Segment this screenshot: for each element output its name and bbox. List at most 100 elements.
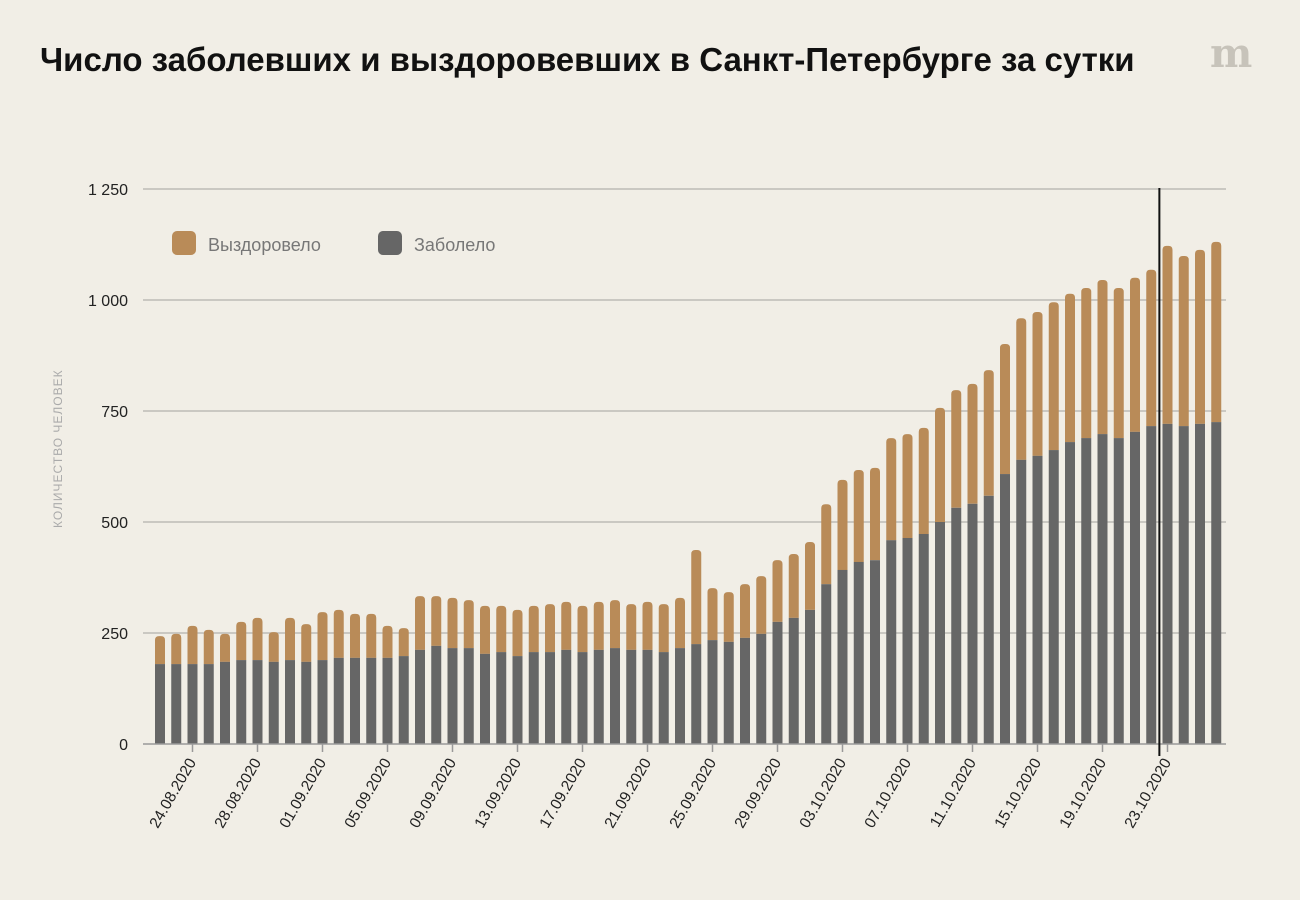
bar-infected [1195, 423, 1205, 744]
bar-infected [805, 609, 815, 744]
bar-infected [577, 652, 588, 744]
bar-infected [918, 533, 929, 744]
bar-recovered [1081, 288, 1092, 439]
bar-infected [203, 664, 214, 744]
bar-recovered [268, 632, 279, 662]
bar-recovered [301, 624, 312, 662]
x-tick-label: 21.09.2020 [601, 755, 655, 831]
bar-infected [886, 540, 897, 744]
bar-infected [935, 522, 945, 744]
bar-infected [723, 641, 734, 744]
bar-recovered [333, 609, 344, 658]
bar-infected [951, 507, 962, 744]
bar-recovered [1097, 280, 1108, 435]
bar-recovered [350, 613, 360, 658]
bar-infected [1065, 442, 1075, 744]
bar-recovered [788, 553, 799, 618]
bar-recovered [1065, 293, 1075, 443]
y-tick-label: 250 [101, 626, 128, 643]
bar-recovered [431, 596, 442, 646]
bar-infected [837, 569, 848, 744]
bar-recovered [1048, 302, 1059, 451]
bar-recovered [740, 584, 750, 638]
bar-infected [707, 640, 718, 744]
legend-label-recovered: Выздоровело [208, 235, 321, 255]
bar-infected [350, 657, 360, 744]
bar-recovered [317, 612, 328, 661]
bar-infected [1016, 459, 1027, 744]
bar-recovered [821, 504, 832, 585]
y-axis-ticks: 0 250 500 750 1 000 1 250 [88, 182, 128, 754]
bar-infected [301, 661, 312, 744]
bar-recovered [415, 596, 425, 650]
legend-swatch-infected [378, 231, 402, 255]
bar-infected [155, 664, 165, 744]
bar-recovered [447, 597, 458, 649]
bar-recovered [723, 592, 734, 642]
bar-infected [853, 561, 864, 744]
bar-recovered [756, 576, 767, 634]
bar-recovered [187, 625, 198, 665]
bar-infected [675, 648, 685, 744]
legend-swatch-recovered [172, 231, 196, 255]
bar-recovered [886, 438, 897, 541]
bar-recovered [1113, 288, 1124, 439]
bar-recovered [480, 605, 490, 654]
gridlines [143, 188, 1226, 634]
bar-recovered [691, 549, 702, 645]
bar-infected [1097, 434, 1108, 744]
bar-infected [236, 660, 247, 744]
bar-recovered [1195, 249, 1205, 424]
bar-recovered [496, 605, 507, 653]
bar-recovered [1000, 343, 1010, 475]
bar-recovered [1032, 311, 1043, 456]
bar-recovered [528, 605, 539, 653]
bar-recovered [1016, 318, 1027, 460]
bar-infected [463, 648, 474, 744]
bar-recovered [285, 617, 295, 661]
bar-recovered [220, 633, 230, 662]
bar-infected [610, 648, 620, 744]
bar-infected [740, 637, 750, 744]
x-tick-label: 05.09.2020 [341, 755, 395, 831]
bar-recovered [593, 601, 604, 650]
bar-infected [496, 652, 507, 744]
bar-infected [593, 649, 604, 744]
bar-recovered [252, 617, 263, 661]
bar-infected [545, 652, 555, 744]
y-tick-label: 500 [101, 515, 128, 532]
legend-label-infected: Заболело [414, 235, 495, 255]
bar-infected [1081, 438, 1092, 744]
bar-recovered [398, 628, 409, 657]
bar-recovered [853, 470, 864, 562]
bar-infected [1113, 438, 1124, 744]
bar-infected [285, 660, 295, 744]
bar-recovered [951, 390, 962, 508]
publisher-logo: m [1210, 30, 1252, 77]
bar-recovered [658, 604, 669, 653]
bar-infected [1130, 431, 1140, 744]
bar-infected [528, 652, 539, 744]
x-tick-label: 19.10.2020 [1056, 755, 1110, 831]
bar-recovered [626, 604, 637, 650]
x-tick-label: 17.09.2020 [536, 755, 590, 831]
bar-recovered [1130, 277, 1140, 432]
bar-infected [658, 652, 669, 744]
x-tick-label: 13.09.2020 [471, 755, 525, 831]
bar-infected [756, 633, 767, 744]
bar-infected [1178, 426, 1189, 744]
bar-infected [1032, 455, 1043, 744]
y-axis-label: КОЛИЧЕСТВО ЧЕЛОВЕК [51, 369, 65, 528]
bar-recovered [203, 629, 214, 665]
bar-infected [642, 649, 653, 744]
bar-recovered [772, 560, 783, 622]
bar-recovered [382, 625, 393, 658]
bar-infected [398, 656, 409, 744]
bar-infected [480, 653, 490, 744]
x-tick-label: 24.08.2020 [146, 755, 200, 831]
x-tick-label: 28.08.2020 [211, 755, 265, 831]
bar-infected [1146, 426, 1157, 744]
y-tick-label: 0 [119, 737, 128, 754]
bar-recovered [171, 633, 182, 665]
bar-infected [382, 657, 393, 744]
